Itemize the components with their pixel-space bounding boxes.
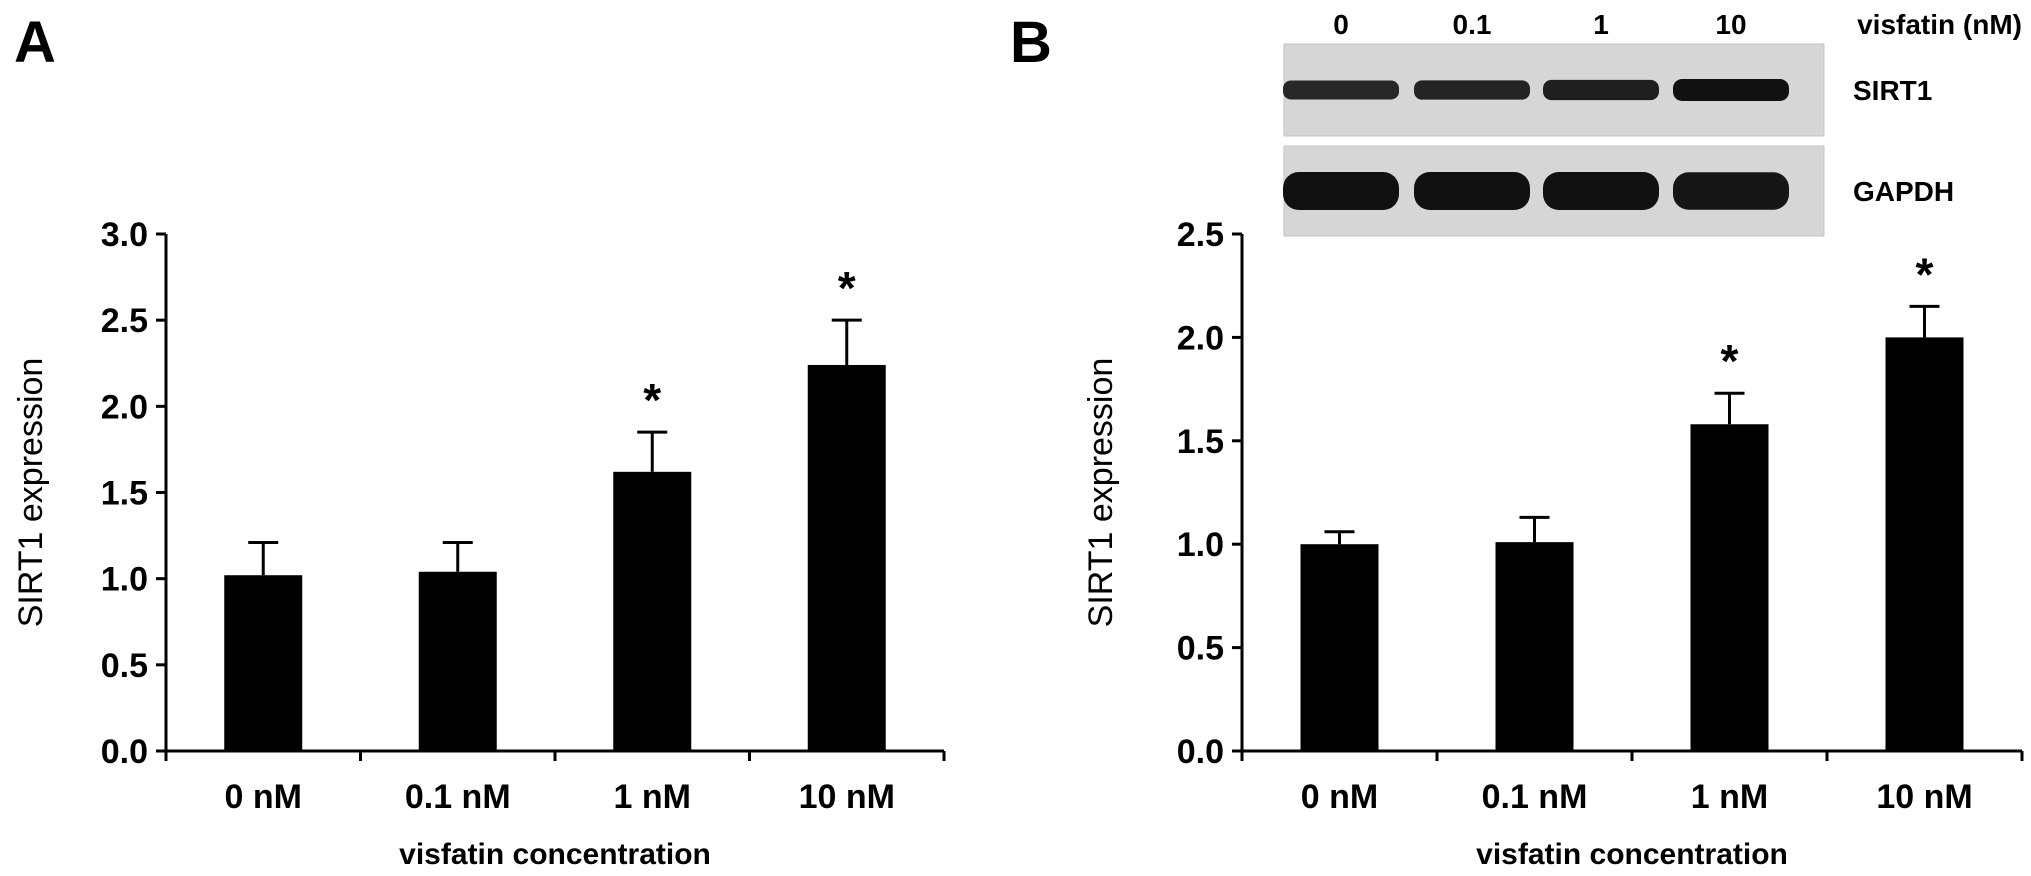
lane-label: 1 — [1593, 9, 1609, 40]
lane-label: 0 — [1333, 9, 1349, 40]
bar — [418, 571, 497, 751]
bar — [1690, 424, 1769, 751]
lane-label: 10 — [1715, 9, 1746, 40]
x-axis-label: visfatin concentration — [1476, 838, 1788, 871]
significance-marker: * — [838, 262, 856, 314]
blot-band — [1673, 79, 1789, 101]
y-tick-label: 0.0 — [101, 733, 148, 771]
y-axis-label: SIRT1 expression — [12, 358, 50, 628]
y-tick-label: 3.0 — [101, 216, 148, 254]
category-label: 0 nM — [1301, 778, 1378, 816]
category-label: 1 nM — [614, 778, 691, 816]
blot-band — [1543, 172, 1659, 210]
blot-band — [1414, 80, 1530, 100]
chart-a: 0.0 0.5 1.0 1.5 2.0 2.5 3.0 0 nM 0.1 nM 1 nM * 10 n… — [12, 216, 946, 871]
y-tick-label: 2.0 — [101, 388, 148, 426]
y-tick-label: 0.0 — [1177, 733, 1224, 771]
y-tick-label: 1.0 — [101, 561, 148, 599]
x-axis-label: visfatin concentration — [399, 838, 711, 871]
y-tick-label: 1.0 — [1177, 526, 1224, 564]
blot-band — [1543, 79, 1659, 101]
blot-band — [1283, 172, 1399, 210]
chart-b: 0.0 0.5 1.0 1.5 2.0 2.5 0 nM 0.1 nM 1 nM * 10 nM * v… — [1082, 216, 2024, 871]
blot-band — [1673, 172, 1789, 210]
y-tick-label: 1.5 — [1177, 423, 1224, 461]
bar — [1495, 542, 1574, 751]
bar — [1885, 337, 1964, 751]
y-tick-label: 0.5 — [1177, 630, 1224, 668]
blot-row-label: GAPDH — [1853, 176, 1954, 207]
significance-marker: * — [1721, 335, 1739, 387]
y-tick-label: 0.5 — [101, 647, 148, 685]
bar — [1300, 544, 1379, 751]
category-label: 1 nM — [1691, 778, 1768, 816]
panel-letter-a: A — [14, 10, 56, 75]
y-tick-label: 2.5 — [101, 302, 148, 340]
panel-letter-b: B — [1010, 10, 1052, 75]
bar — [613, 471, 692, 751]
blot-band — [1283, 80, 1399, 100]
blot-row-label: SIRT1 — [1853, 75, 1932, 106]
category-label: 0.1 nM — [405, 778, 511, 816]
category-label: 0.1 nM — [1482, 778, 1588, 816]
blot-band — [1414, 172, 1530, 210]
category-label: 0 nM — [225, 778, 302, 816]
y-tick-label: 1.5 — [101, 475, 148, 513]
y-tick-label: 2.0 — [1177, 319, 1224, 357]
western-blot: 0 0.1 1 10 visfatin (nM) SIRT1 GAPDH — [1283, 9, 2022, 237]
bar — [224, 575, 303, 751]
lane-label: 0.1 — [1453, 9, 1492, 40]
y-tick-label: 2.5 — [1177, 216, 1224, 254]
significance-marker: * — [1916, 248, 1934, 300]
category-label: 10 nM — [1876, 778, 1972, 816]
bar — [807, 364, 886, 751]
blot-header: visfatin (nM) — [1857, 9, 2022, 40]
significance-marker: * — [643, 374, 661, 426]
y-axis-label: SIRT1 expression — [1082, 358, 1120, 628]
category-label: 10 nM — [799, 778, 895, 816]
